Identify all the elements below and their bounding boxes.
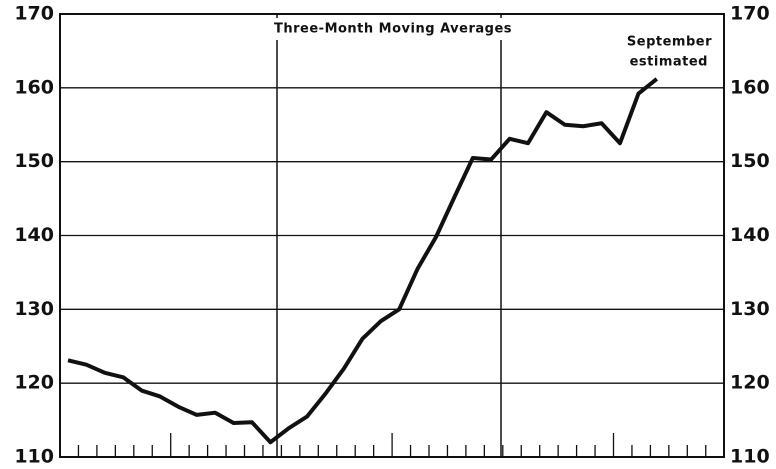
y2-tick-label: 120 xyxy=(730,372,770,394)
y-tick-label: 110 xyxy=(14,446,54,468)
y2-tick-label: 140 xyxy=(730,224,770,246)
chart-title: Three-Month Moving Averages xyxy=(274,22,512,37)
annotation-backdrop xyxy=(606,30,716,74)
y2-tick-label: 160 xyxy=(730,76,770,98)
y-tick-label: 130 xyxy=(14,298,54,320)
y-tick-label: 170 xyxy=(14,3,54,25)
y2-tick-label: 130 xyxy=(730,298,770,320)
y2-tick-label: 170 xyxy=(730,3,770,25)
y-tick-label: 150 xyxy=(14,150,54,172)
y-tick-label: 140 xyxy=(14,224,54,246)
y2-tick-label: 110 xyxy=(730,446,770,468)
data-line xyxy=(67,77,659,445)
y-tick-label: 160 xyxy=(14,76,54,98)
annotation: estimated xyxy=(630,55,708,70)
month-ticks xyxy=(77,433,707,457)
title-backdrop xyxy=(250,18,536,40)
y2-tick-label: 150 xyxy=(730,150,770,172)
annotation: September xyxy=(627,35,712,50)
y-tick-label: 120 xyxy=(14,372,54,394)
